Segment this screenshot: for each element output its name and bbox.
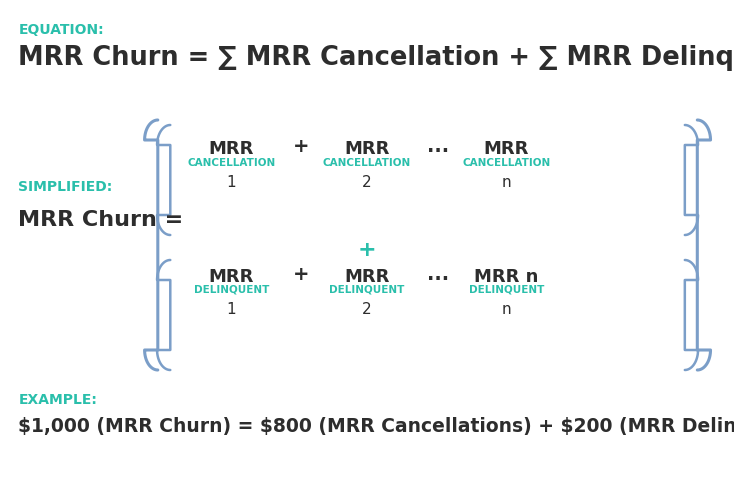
Text: 1: 1: [226, 175, 236, 190]
Text: DELINQUENT: DELINQUENT: [194, 285, 269, 295]
Text: MRR n: MRR n: [474, 268, 539, 285]
Text: ...: ...: [427, 138, 449, 156]
Text: n: n: [501, 302, 512, 318]
Text: $1,000 (MRR Churn) = $800 (MRR Cancellations) + $200 (MRR Delinquent): $1,000 (MRR Churn) = $800 (MRR Cancellat…: [18, 418, 734, 436]
Text: DELINQUENT: DELINQUENT: [330, 285, 404, 295]
Text: 2: 2: [362, 175, 372, 190]
Text: MRR: MRR: [208, 268, 254, 285]
Text: SIMPLIFIED:: SIMPLIFIED:: [18, 180, 112, 194]
Text: EXAMPLE:: EXAMPLE:: [18, 392, 97, 406]
Text: EQUATION:: EQUATION:: [18, 22, 104, 36]
Text: 1: 1: [226, 302, 236, 318]
Text: 2: 2: [362, 302, 372, 318]
Text: MRR Churn =: MRR Churn =: [18, 210, 184, 230]
Text: n: n: [501, 175, 512, 190]
Text: MRR Churn = ∑ MRR Cancellation + ∑ MRR Delinquent: MRR Churn = ∑ MRR Cancellation + ∑ MRR D…: [18, 45, 734, 71]
Text: MRR: MRR: [484, 140, 529, 158]
Text: CANCELLATION: CANCELLATION: [323, 158, 411, 168]
Text: ...: ...: [427, 265, 449, 284]
Text: MRR: MRR: [344, 268, 390, 285]
Text: CANCELLATION: CANCELLATION: [187, 158, 275, 168]
Text: DELINQUENT: DELINQUENT: [469, 285, 544, 295]
Text: +: +: [293, 265, 309, 284]
Text: +: +: [293, 138, 309, 156]
Text: +: +: [357, 240, 377, 260]
Text: MRR: MRR: [344, 140, 390, 158]
Text: CANCELLATION: CANCELLATION: [462, 158, 550, 168]
Text: MRR: MRR: [208, 140, 254, 158]
